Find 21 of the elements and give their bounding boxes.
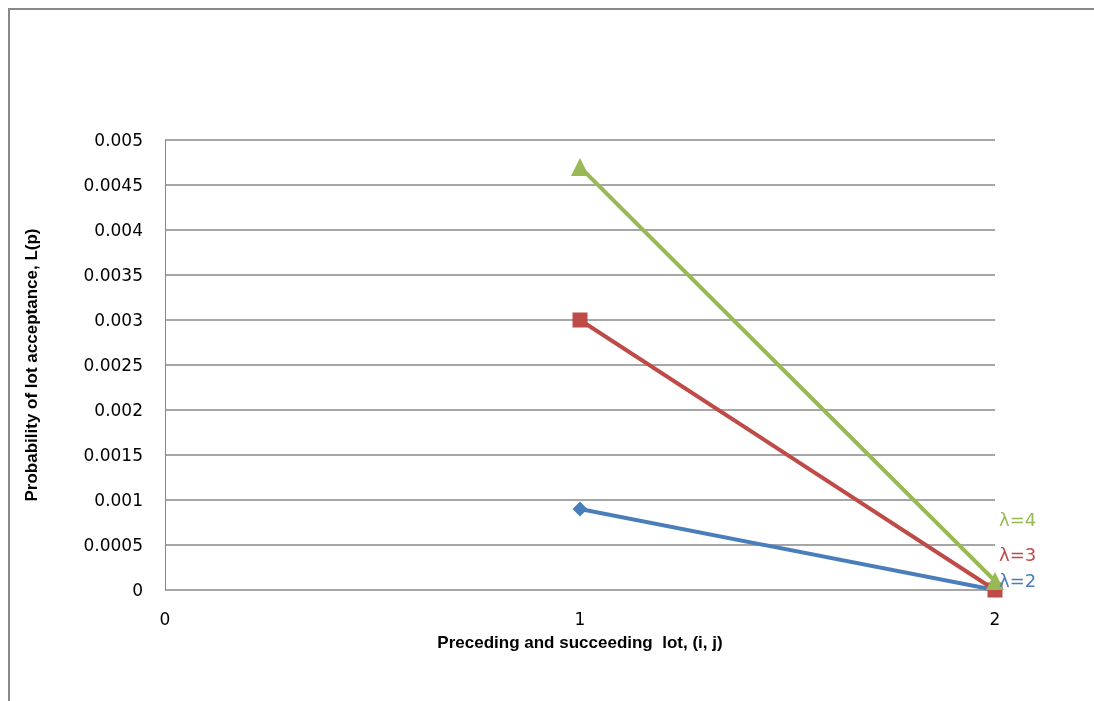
y-tick-label: 0.0035 — [83, 265, 143, 285]
y-tick-label: 0.005 — [94, 130, 143, 150]
point — [572, 501, 588, 517]
y-tick-label: 0.0015 — [83, 445, 143, 465]
y-tick-label: 0.004 — [94, 220, 143, 240]
y-tick-label: 0.003 — [94, 310, 143, 330]
text: λ=4 — [999, 508, 1037, 530]
y-tick-label: 0.0045 — [83, 175, 143, 195]
x-tick-label: 0 — [159, 608, 171, 629]
x-tick-label: 1 — [574, 608, 586, 629]
y-tick-label: 0.0025 — [83, 355, 143, 375]
y-tick-label: 0 — [132, 580, 143, 600]
y-tick-label: 0.002 — [94, 400, 143, 420]
x-axis-title: Preceding and succeeding lot, (i, j) — [437, 633, 723, 652]
x-tick-label: 2 — [989, 608, 1001, 629]
point — [572, 312, 588, 328]
y-tick-label: 0.0005 — [83, 535, 143, 555]
y-tick-label: 0.001 — [94, 490, 143, 510]
series-label: λ=2 — [999, 569, 1037, 591]
y-axis-title: Probability of lot acceptance, L(p) — [22, 228, 41, 502]
series-label: λ=3 — [999, 543, 1037, 565]
